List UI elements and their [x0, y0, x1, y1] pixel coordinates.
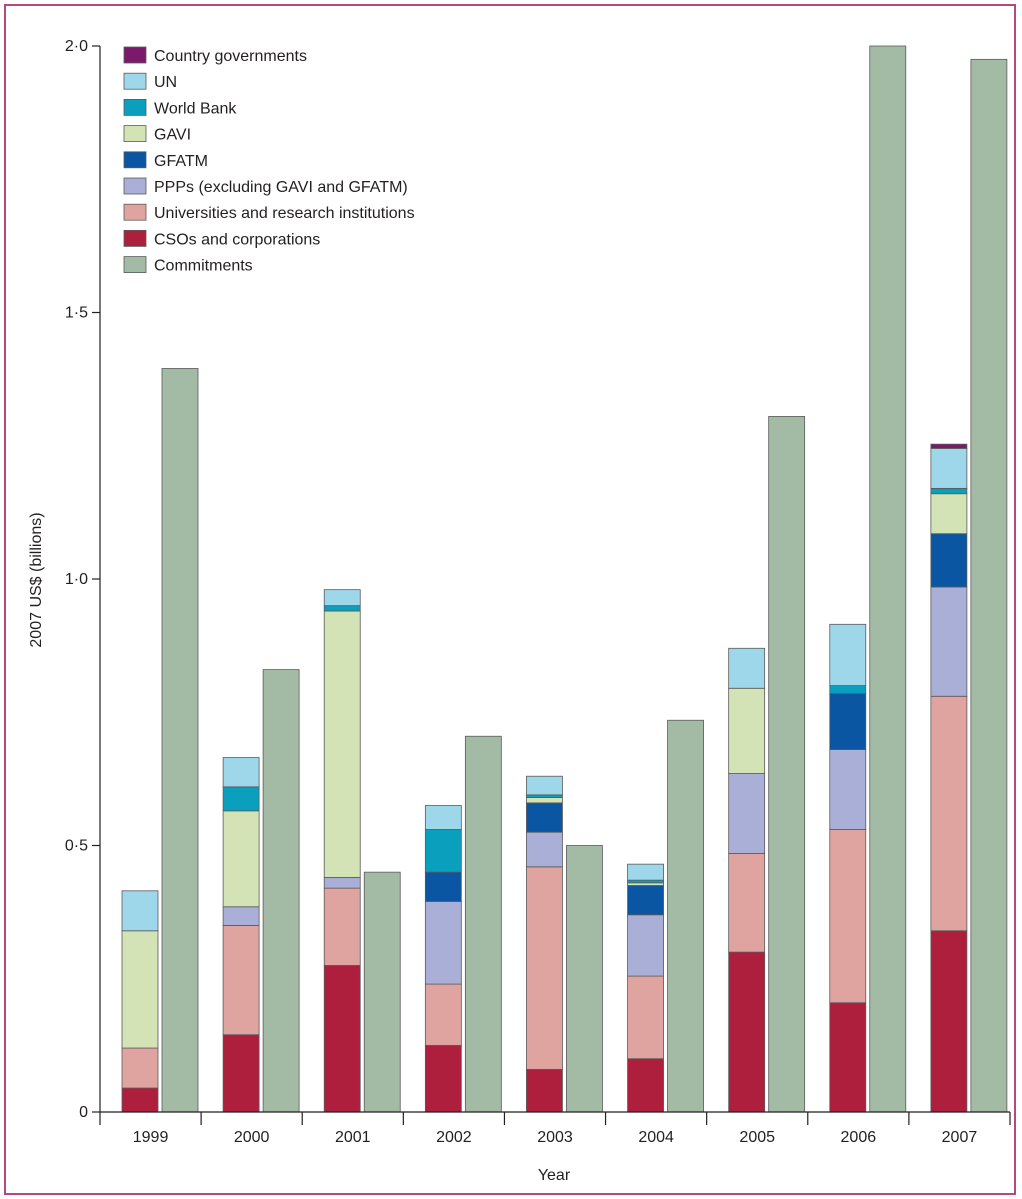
bar-segment: [829, 1002, 867, 1113]
x-tick-label: 2006: [841, 1129, 877, 1146]
bar-segment: [627, 914, 664, 977]
bar-segment: [323, 965, 361, 1113]
bar-segment: [323, 610, 361, 878]
y-tick-label: 1·5: [65, 305, 88, 322]
bar-segment: [222, 786, 260, 812]
bar-segment: [829, 623, 867, 686]
x-tick-label: 2005: [739, 1129, 775, 1146]
bar-segment: [728, 773, 766, 854]
x-tick-label: 2000: [234, 1129, 270, 1146]
bar-segment: [424, 871, 462, 902]
x-tick-label: 2002: [436, 1129, 472, 1146]
bars-layer: [121, 45, 1008, 1113]
bar-segment: [424, 983, 462, 1046]
legend-swatch: [123, 72, 147, 90]
bar-segment: [526, 831, 563, 868]
legend-swatch: [123, 99, 147, 116]
bar-segment: [728, 853, 766, 953]
commitment-bar: [768, 416, 806, 1113]
commitment-bar: [464, 735, 502, 1113]
legend-swatch: [123, 151, 147, 169]
bar-segment: [323, 877, 361, 889]
bar-segment: [930, 443, 968, 449]
bar-segment: [526, 797, 563, 804]
bar-segment: [930, 930, 968, 1113]
bar-segment: [424, 829, 462, 873]
legend-label: UN: [154, 74, 177, 91]
legend-swatch: [123, 177, 147, 195]
legend-swatch: [123, 46, 147, 64]
bar-segment: [930, 448, 968, 489]
bar-segment: [728, 647, 766, 689]
bar-segment: [627, 863, 664, 881]
legend-label: CSOs and corporations: [154, 231, 320, 248]
legend-swatch: [123, 256, 147, 274]
bar-segment: [829, 829, 867, 1004]
x-tick-label: 2003: [537, 1129, 573, 1146]
legend-swatch: [123, 229, 147, 247]
bar-segment: [222, 1034, 260, 1113]
bar-segment: [627, 885, 664, 916]
y-tick-label: 0: [79, 1104, 88, 1121]
legend-label: World Bank: [154, 100, 237, 117]
legend-label: GFATM: [154, 153, 208, 170]
bar-segment: [222, 925, 260, 1036]
y-tick-label: 1·0: [65, 571, 88, 588]
x-tick-label: 1999: [133, 1129, 169, 1146]
commitment-bar: [869, 45, 907, 1113]
y-tick-label: 2·0: [65, 38, 88, 55]
bar-segment: [526, 866, 563, 1070]
bar-segment: [526, 1068, 563, 1113]
axes-layer: 0 0·5 1·0 1·5 2·0 1999 2000 2001 2002 2003 2004 200…: [65, 38, 1011, 1146]
bar-segment: [424, 901, 462, 985]
legend-label: Country governments: [154, 48, 307, 65]
y-axis-title: 2007 US$ (billions): [28, 512, 45, 647]
bar-segment: [121, 890, 159, 932]
bar-segment: [728, 951, 766, 1113]
bar-segment: [121, 1087, 159, 1113]
legend-label: Commitments: [154, 258, 253, 275]
bar-segment: [121, 1047, 159, 1089]
legend-label: Universities and research institutions: [154, 205, 415, 222]
bar-segment: [424, 1044, 462, 1113]
legend: Country governments UN World Bank GAVI GFATM…: [123, 46, 415, 275]
commitment-bar: [161, 368, 199, 1113]
legend-swatch: [123, 203, 147, 221]
bar-segment: [222, 810, 260, 908]
bar-segment: [930, 695, 968, 932]
bar-segment: [627, 975, 664, 1060]
y-tick-label: 0·5: [65, 838, 88, 855]
x-axis-title: Year: [538, 1167, 571, 1184]
x-tick-label: 2001: [335, 1129, 371, 1146]
bar-segment: [526, 775, 563, 796]
bar-segment: [323, 887, 361, 966]
commitment-bar: [566, 845, 603, 1113]
legend-label: PPPs (excluding GAVI and GFATM): [154, 179, 408, 196]
bar-segment: [627, 1058, 664, 1113]
legend-label: GAVI: [154, 127, 191, 144]
bar-segment: [728, 687, 766, 774]
bar-segment: [930, 586, 968, 697]
bar-segment: [323, 589, 361, 607]
bar-segment: [222, 757, 260, 788]
commitment-bar: [363, 871, 401, 1113]
x-tick-label: 2007: [942, 1129, 978, 1146]
bar-segment: [526, 802, 563, 833]
commitment-bar: [262, 669, 300, 1113]
commitment-bar: [970, 58, 1008, 1113]
legend-swatch: [123, 125, 147, 142]
bar-segment: [829, 749, 867, 830]
bar-segment: [424, 805, 462, 830]
bar-segment: [323, 605, 361, 612]
x-tick-label: 2004: [638, 1129, 674, 1146]
bar-segment: [829, 685, 867, 694]
bar-segment: [930, 533, 968, 588]
bar-segment: [121, 930, 159, 1049]
bar-segment: [930, 487, 968, 495]
commitment-bar: [667, 719, 704, 1113]
bar-segment: [930, 493, 968, 535]
bar-segment: [222, 906, 260, 926]
bar-segment: [829, 693, 867, 750]
